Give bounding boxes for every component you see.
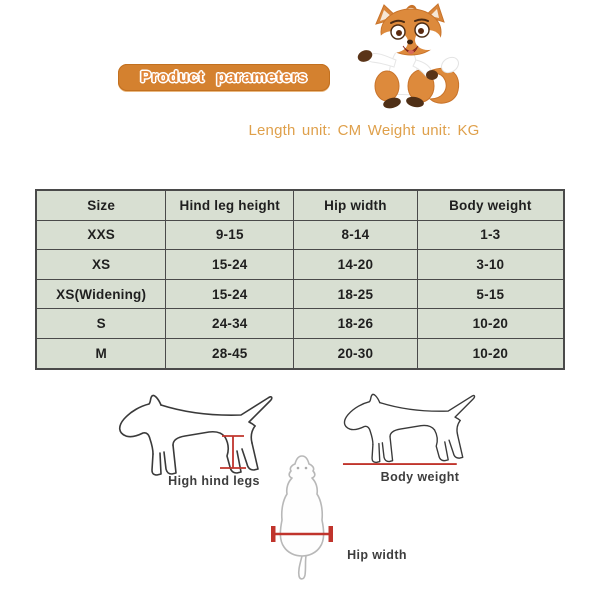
high-hind-legs-diagram <box>118 394 273 476</box>
table-row: XXS 9-15 8-14 1-3 <box>35 219 565 251</box>
table-row: S 24-34 18-26 10-20 <box>35 308 565 339</box>
column-header: Size <box>35 189 167 221</box>
table-cell: 28-45 <box>165 337 295 370</box>
column-header: Hind leg height <box>165 189 295 221</box>
column-header: Hip width <box>293 189 418 221</box>
hind-leg-measure-line <box>220 435 246 469</box>
hip-width-label: Hip width <box>347 548 407 562</box>
table-cell: 8-14 <box>293 219 418 251</box>
hip-width-diagram <box>271 455 333 580</box>
table-cell: 14-20 <box>293 249 418 280</box>
table-header-row: Size Hind leg height Hip width Body weight <box>35 189 565 221</box>
size-table: Size Hind leg height Hip width Body weight … <box>35 189 565 370</box>
table-cell: 20-30 <box>293 337 418 370</box>
product-parameters-banner: Product parameters <box>118 64 330 91</box>
table-row: XS 15-24 14-20 3-10 <box>35 249 565 280</box>
table-row: M 28-45 20-30 10-20 <box>35 337 565 370</box>
table-cell: 10-20 <box>416 308 565 339</box>
banner-title: Product parameters <box>140 68 308 86</box>
table-cell: 18-26 <box>293 308 418 339</box>
hip-width-measure-line <box>271 526 333 542</box>
table-cell: XS <box>35 249 167 280</box>
units-note: Length unit: CM Weight unit: KG <box>248 122 480 139</box>
table-cell: 1-3 <box>416 219 565 251</box>
table-cell: 5-15 <box>416 278 565 310</box>
body-weight-diagram <box>342 393 476 465</box>
table-cell: 24-34 <box>165 308 295 339</box>
high-hind-legs-label: High hind legs <box>168 474 260 488</box>
table-cell: 9-15 <box>165 219 295 251</box>
table-cell: 15-24 <box>165 278 295 310</box>
body-weight-label: Body weight <box>380 470 460 484</box>
table-cell: XXS <box>35 219 167 251</box>
table-cell: XS(Widening) <box>35 278 167 310</box>
fox-mascot-icon <box>357 3 460 109</box>
table-cell: 3-10 <box>416 249 565 280</box>
table-cell: S <box>35 308 167 339</box>
table-cell: M <box>35 337 167 370</box>
table-cell: 15-24 <box>165 249 295 280</box>
table-cell: 10-20 <box>416 337 565 370</box>
table-cell: 18-25 <box>293 278 418 310</box>
column-header: Body weight <box>416 189 565 221</box>
table-row: XS(Widening) 15-24 18-25 5-15 <box>35 278 565 310</box>
